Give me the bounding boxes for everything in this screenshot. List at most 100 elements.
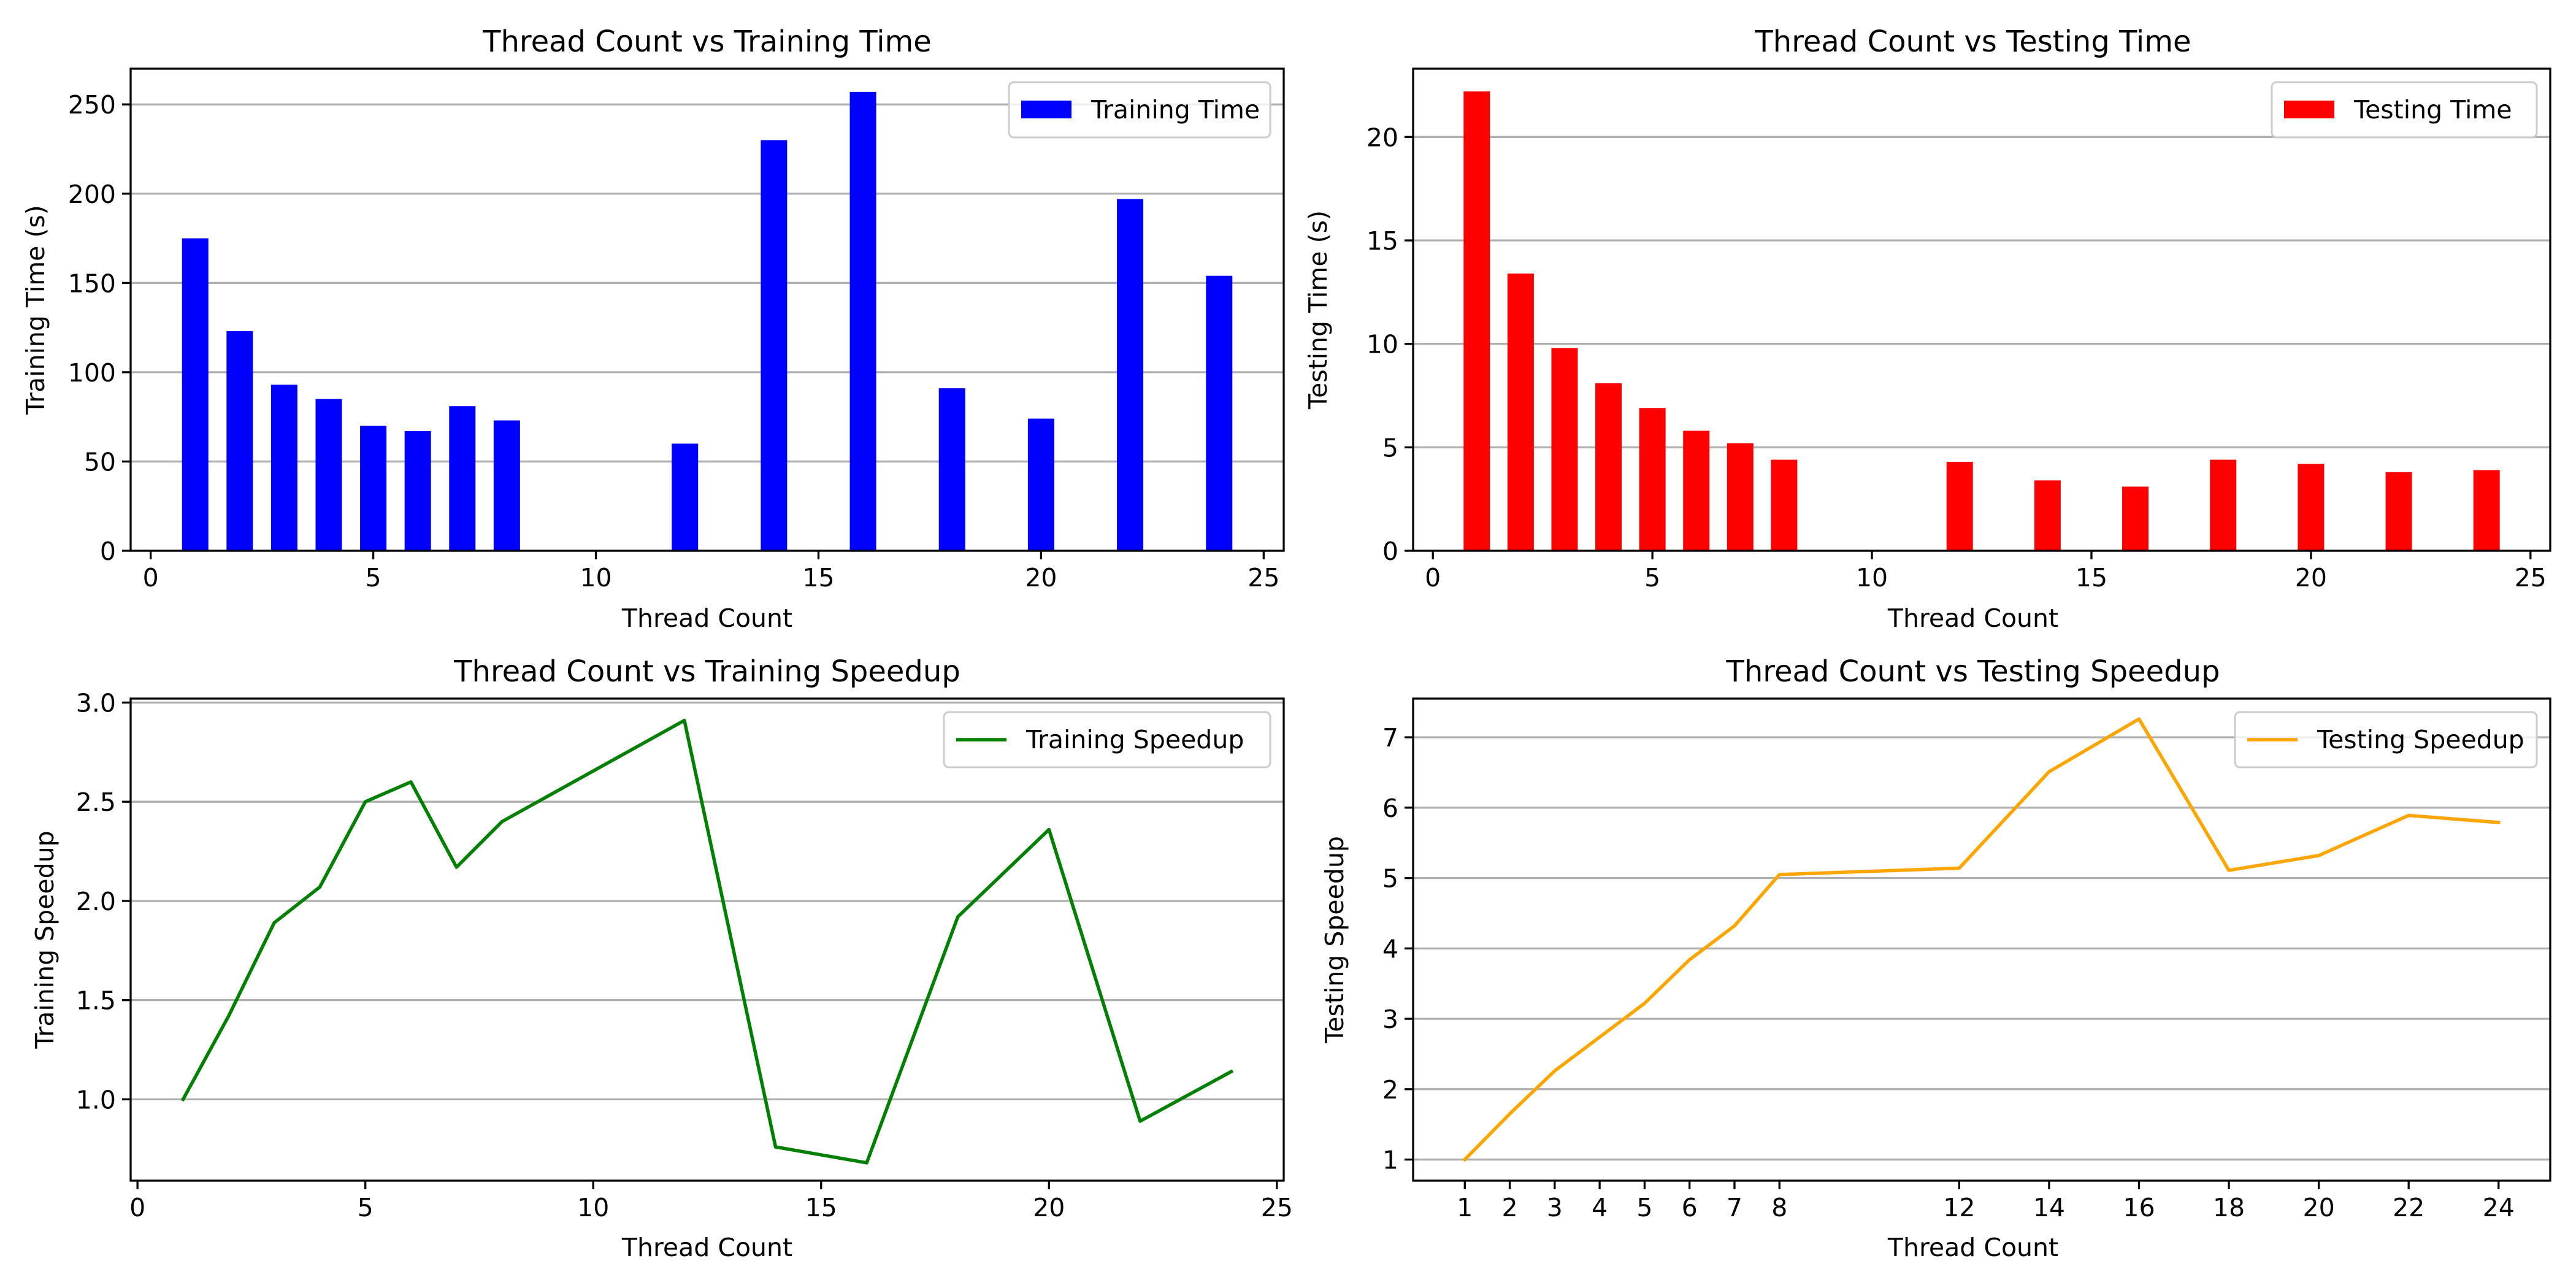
x-tick-label: 15 — [2076, 563, 2107, 592]
legend: Testing Time — [2271, 81, 2538, 139]
bar — [2473, 470, 2500, 551]
legend: Training Speedup — [943, 711, 1271, 769]
y-tick-label: 50 — [84, 447, 116, 477]
y-axis-label: Testing Time (s) — [1303, 210, 1333, 410]
chart-training-time: Thread Count vs Training Time Thread Cou… — [21, 25, 932, 633]
x-tick-label: 0 — [129, 1193, 145, 1222]
axes-frame — [1412, 697, 2551, 1182]
y-tick-label: 6 — [1382, 794, 1398, 823]
y-tick-label: 20 — [1367, 123, 1398, 152]
axes-frame — [129, 697, 1285, 1182]
legend: Testing Speedup — [2234, 711, 2538, 769]
x-tick-label: 20 — [2303, 1193, 2335, 1222]
x-tick-label: 5 — [1644, 563, 1660, 592]
bar — [672, 443, 699, 551]
x-tick-label: 20 — [1033, 1193, 1065, 1222]
x-tick-label: 10 — [580, 563, 611, 592]
x-tick-label: 8 — [1771, 1193, 1787, 1222]
legend-label: Training Speedup — [1025, 725, 1244, 754]
y-tick-label: 2.0 — [76, 887, 116, 916]
bar — [404, 431, 431, 551]
chart-testing-time: Thread Count vs Testing Time Thread Coun… — [1303, 25, 2191, 633]
y-axis-label: Testing Speedup — [1320, 836, 1349, 1044]
bar — [2034, 480, 2061, 551]
y-axis-label: Training Speedup — [30, 830, 59, 1049]
bar — [226, 331, 253, 551]
bar — [1117, 199, 1144, 551]
x-tick-label: 1 — [1457, 1193, 1473, 1222]
x-tick-label: 22 — [2393, 1193, 2425, 1222]
chart-title: Thread Count vs Training Time — [482, 25, 932, 59]
x-tick-label: 25 — [1261, 1193, 1293, 1222]
y-tick-label: 100 — [68, 358, 116, 388]
bar — [1206, 275, 1233, 551]
bar — [1463, 91, 1490, 551]
x-tick-label: 25 — [1248, 563, 1279, 592]
y-tick-label: 3.0 — [76, 688, 116, 718]
y-tick-label: 200 — [68, 180, 116, 209]
bar — [938, 388, 965, 551]
legend-swatch — [1021, 101, 1071, 118]
x-tick-label: 4 — [1592, 1193, 1608, 1222]
x-tick-label: 10 — [1856, 563, 1888, 592]
y-tick-label: 7 — [1382, 723, 1398, 753]
legend-box — [2271, 81, 2538, 139]
legend-box — [1008, 81, 1271, 139]
x-tick-label: 16 — [2123, 1193, 2155, 1222]
bar — [2210, 459, 2237, 551]
bar — [315, 399, 342, 551]
x-tick-label: 2 — [1502, 1193, 1518, 1222]
series-line — [1462, 717, 2501, 1162]
y-tick-label: 4 — [1382, 934, 1398, 964]
y-tick-label: 250 — [68, 90, 116, 120]
bar — [1683, 431, 1710, 551]
x-tick-label: 10 — [577, 1193, 609, 1222]
plot-area-1: 0 5 10 15 20 25 0 5 10 15 20 Testing Time — [1367, 67, 2551, 592]
y-tick-label: 5 — [1382, 433, 1398, 462]
x-tick-label: 0 — [143, 563, 159, 592]
bar — [1551, 348, 1578, 551]
x-axis-label: Thread Count — [1887, 1233, 2058, 1262]
legend-box — [2234, 711, 2538, 769]
x-axis-label: Thread Count — [621, 604, 792, 633]
bar — [1639, 408, 1666, 551]
chart-testing-speedup: Thread Count vs Testing Speedup Thread C… — [1320, 654, 2220, 1262]
chart-title: Thread Count vs Testing Speedup — [1726, 654, 2220, 689]
y-tick-label: 1.0 — [76, 1085, 116, 1114]
bar — [1946, 461, 1973, 551]
chart-title: Thread Count vs Testing Time — [1754, 25, 2191, 59]
x-tick-label: 3 — [1547, 1193, 1563, 1222]
legend-swatch — [2284, 101, 2334, 118]
legend-label: Testing Time — [2353, 95, 2512, 125]
x-tick-label: 15 — [802, 563, 834, 592]
legend-label: Training Time — [1091, 95, 1260, 125]
chart-training-speedup: Thread Count vs Training Speedup Thread … — [30, 654, 960, 1262]
bar — [761, 140, 788, 551]
y-tick-label: 0 — [1382, 537, 1398, 566]
y-tick-label: 1.5 — [76, 986, 116, 1016]
x-tick-label: 20 — [1025, 563, 1057, 592]
y-tick-label: 10 — [1367, 330, 1398, 359]
axes-frame — [129, 67, 1285, 552]
x-tick-label: 5 — [1636, 1193, 1652, 1222]
x-tick-label: 12 — [1943, 1193, 1975, 1222]
y-tick-label: 2.5 — [76, 788, 116, 817]
legend-box — [943, 711, 1271, 769]
y-tick-label: 5 — [1382, 864, 1398, 894]
y-tick-label: 2 — [1382, 1075, 1398, 1105]
plot-area-2: 0 5 10 15 20 25 1.0 1.5 2.0 2.5 3.0 Training Speedu… — [76, 688, 1293, 1222]
bar — [1771, 459, 1798, 551]
bar — [182, 238, 209, 551]
chart-title: Thread Count vs Training Speedup — [453, 654, 960, 689]
y-axis-label: Training Time (s) — [21, 205, 50, 415]
series-line — [180, 718, 1234, 1165]
x-tick-label: 6 — [1682, 1193, 1698, 1222]
x-tick-label: 14 — [2033, 1193, 2065, 1222]
bar — [1027, 418, 1054, 551]
bar — [1595, 383, 1622, 551]
bar — [2298, 464, 2325, 551]
